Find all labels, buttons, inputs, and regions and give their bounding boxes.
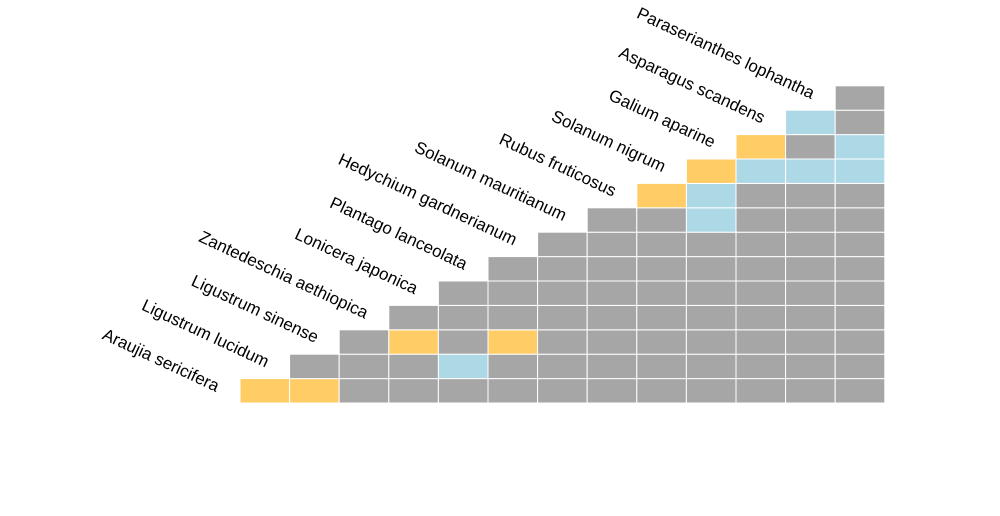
heatmap-cell	[785, 182, 836, 209]
heatmap-cell	[487, 329, 539, 355]
heatmap-cell	[785, 109, 836, 136]
species-label-zantedeschia-aethiopica: Zantedeschia aethiopica	[196, 227, 372, 322]
heatmap-cell	[636, 231, 687, 258]
heatmap-cell	[834, 134, 886, 160]
heatmap-cell	[685, 304, 737, 331]
heatmap-cell	[437, 378, 489, 404]
heatmap-cell	[487, 256, 539, 282]
heatmap-cell	[735, 329, 787, 355]
heatmap-cell	[834, 85, 886, 111]
heatmap-cell	[834, 207, 886, 233]
heatmap-cell	[685, 158, 737, 184]
heatmap-cell	[834, 231, 886, 258]
heatmap-cell	[785, 378, 836, 404]
heatmap-cell	[586, 329, 638, 355]
heatmap-cell	[834, 256, 886, 282]
heatmap-cell	[586, 304, 638, 331]
heatmap-cell	[785, 280, 836, 306]
heatmap-cell	[636, 353, 687, 380]
heatmap-cell	[735, 353, 787, 380]
heatmap-cell	[586, 280, 638, 306]
species-label-paraserianthes-lophantha: Paraserianthes lophantha	[634, 4, 818, 103]
heatmap-cell	[834, 158, 886, 184]
heatmap-cell	[785, 256, 836, 282]
heatmap-cell	[487, 280, 539, 306]
heatmap-cell	[834, 353, 886, 380]
heatmap-cell	[636, 329, 687, 355]
heatmap-cell	[338, 378, 390, 404]
heatmap-cell	[289, 378, 340, 404]
heatmap-cell	[735, 207, 787, 233]
heatmap-cell	[586, 231, 638, 258]
heatmap-cell	[487, 378, 539, 404]
heatmap-cell	[586, 353, 638, 380]
heatmap-cell	[487, 304, 539, 331]
heatmap-cell	[735, 304, 787, 331]
heatmap-cells	[239, 85, 886, 404]
heatmap-cell	[685, 182, 737, 209]
heatmap-cell	[388, 378, 439, 404]
species-label-hedychium-gardnerianum: Hedychium gardnerianum	[335, 150, 519, 249]
heatmap-cell	[785, 304, 836, 331]
heatmap-cell	[437, 353, 489, 380]
heatmap-cell	[437, 280, 489, 306]
heatmap-cell	[785, 231, 836, 258]
heatmap-cell	[834, 109, 886, 136]
heatmap-cell	[636, 304, 687, 331]
heatmap-cell	[586, 378, 638, 404]
heatmap-cell	[586, 207, 638, 233]
heatmap-cell	[735, 182, 787, 209]
heatmap-cell	[685, 231, 737, 258]
heatmap-cell	[636, 256, 687, 282]
heatmap-cell	[537, 304, 588, 331]
heatmap-cell	[785, 207, 836, 233]
heatmap-cell	[685, 353, 737, 380]
heatmap-cell	[834, 182, 886, 209]
heatmap-cell	[239, 378, 291, 404]
heatmap-cell	[388, 329, 439, 355]
heatmap-cell	[537, 353, 588, 380]
heatmap-cell	[636, 280, 687, 306]
heatmap-cell	[735, 231, 787, 258]
heatmap-cell	[834, 329, 886, 355]
heatmap-cell	[338, 329, 390, 355]
heatmap-cell	[437, 329, 489, 355]
heatmap-cell	[388, 304, 439, 331]
heatmap-cell	[834, 304, 886, 331]
heatmap-cell	[537, 256, 588, 282]
heatmap-cell	[735, 256, 787, 282]
heatmap-cell	[636, 182, 687, 209]
heatmap-cell	[735, 280, 787, 306]
heatmap-cell	[537, 378, 588, 404]
heatmap-cell	[685, 207, 737, 233]
heatmap-cell	[338, 353, 390, 380]
heatmap-cell	[636, 207, 687, 233]
heatmap-cell	[487, 353, 539, 380]
heatmap-cell	[537, 329, 588, 355]
heatmap-cell	[735, 378, 787, 404]
heatmap-cell	[735, 134, 787, 160]
heatmap-cell	[785, 353, 836, 380]
heatmap-cell	[586, 256, 638, 282]
heatmap-cell	[735, 158, 787, 184]
heatmap-cell	[785, 134, 836, 160]
heatmap-cell	[289, 353, 340, 380]
heatmap-cell	[685, 256, 737, 282]
heatmap-cell	[685, 280, 737, 306]
heatmap-cell	[537, 280, 588, 306]
heatmap-cell	[685, 329, 737, 355]
heatmap-cell	[437, 304, 489, 331]
heatmap-cell	[834, 280, 886, 306]
heatmap-cell	[785, 329, 836, 355]
heatmap-cell	[537, 231, 588, 258]
heatmap-cell	[834, 378, 886, 404]
heatmap-cell	[388, 353, 439, 380]
heatmap-cell	[785, 158, 836, 184]
heatmap-cell	[685, 378, 737, 404]
heatmap-cell	[636, 378, 687, 404]
